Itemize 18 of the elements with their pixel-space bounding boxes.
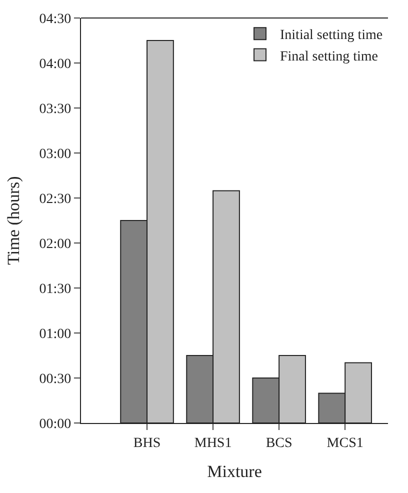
legend-label: Initial setting time: [280, 28, 383, 44]
y-tick-label: 03:00: [39, 146, 72, 162]
legend-label: Final setting time: [280, 49, 378, 64]
x-tick-label: BHS: [133, 436, 161, 451]
y-tick-label: 01:30: [39, 282, 72, 297]
x-tick-label: MCS1: [326, 436, 364, 451]
y-tick-label: 03:30: [39, 102, 72, 117]
y-axis-title: Time (hours): [4, 176, 23, 265]
x-axis-title: Mixture: [207, 462, 262, 482]
y-tick-label: 04:00: [39, 56, 72, 72]
y-tick-label: 01:00: [39, 326, 72, 342]
y-tick-label: 04:30: [39, 12, 72, 27]
x-tick-label: BCS: [266, 436, 292, 451]
y-tick-label: 00:00: [39, 416, 72, 432]
y-tick-label: 02:00: [39, 236, 72, 252]
x-tick-label: MHS1: [194, 436, 232, 451]
y-tick-label: 00:30: [39, 372, 72, 387]
y-tick-label: 02:30: [39, 192, 72, 207]
